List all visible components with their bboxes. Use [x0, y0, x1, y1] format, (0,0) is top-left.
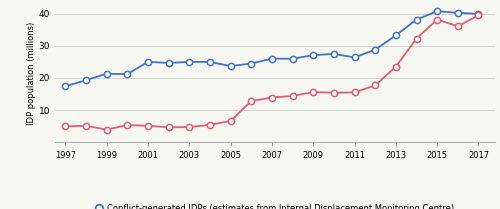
Y-axis label: IDP population (millions): IDP population (millions)	[27, 22, 36, 125]
Legend: Conflict-generated IDPs (estimates from Internal Displacement Monitoring Centre): Conflict-generated IDPs (estimates from …	[96, 204, 454, 209]
